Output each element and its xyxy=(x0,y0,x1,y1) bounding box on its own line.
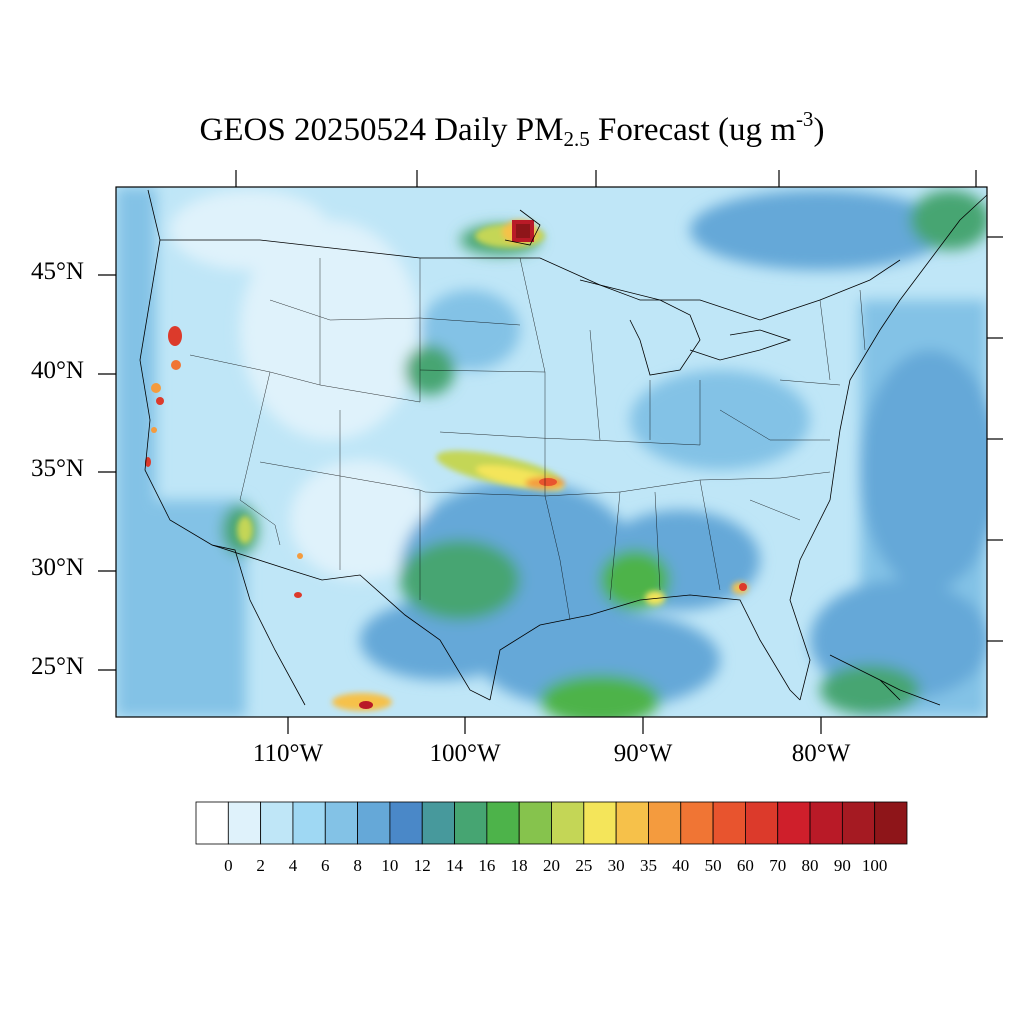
colorbar-label: 12 xyxy=(413,856,431,875)
colorbar-label: 80 xyxy=(801,856,819,875)
left-ticks xyxy=(98,274,116,671)
map-frame xyxy=(115,186,988,718)
lon-label-90w: 90°W xyxy=(613,740,673,767)
right-ticks xyxy=(987,236,1003,642)
colorbar-swatch xyxy=(777,801,811,845)
colorbar-swatch xyxy=(324,801,358,845)
colorbar-swatch xyxy=(648,801,682,845)
colorbar-swatch xyxy=(454,801,488,845)
lat-label-35: 35°N xyxy=(30,455,84,482)
colorbar-swatch xyxy=(292,801,326,845)
colorbar-swatch xyxy=(583,801,617,845)
colorbar-label: 35 xyxy=(639,856,657,875)
colorbar-swatch xyxy=(551,801,585,845)
colorbar-label: 25 xyxy=(575,856,593,875)
title-close: ) xyxy=(813,112,825,148)
colorbar-swatch xyxy=(615,801,649,845)
colorbar-label: 2 xyxy=(256,856,265,875)
lat-label-40: 40°N xyxy=(30,357,84,384)
colorbar-swatch xyxy=(227,801,262,845)
colorbar-swatch xyxy=(357,801,391,845)
map-title: GEOS 20250524 Daily PM2.5 Forecast (ug m… xyxy=(0,109,1024,151)
title-tail: Forecast (ug m xyxy=(589,112,796,148)
colorbar-swatch xyxy=(486,801,520,845)
pm25-field xyxy=(116,187,987,717)
colorbar-label: 6 xyxy=(321,856,330,875)
lon-label-110w: 110°W xyxy=(252,740,324,767)
lat-label-25: 25°N xyxy=(30,653,84,680)
lat-label-45: 45°N xyxy=(30,258,84,285)
lon-label-80w: 80°W xyxy=(791,740,851,767)
colorbar-label: 14 xyxy=(446,856,464,875)
title-subscript: 2.5 xyxy=(563,127,590,151)
colorbar-swatch xyxy=(421,801,455,845)
lat-label-30: 30°N xyxy=(30,554,84,581)
bottom-ticks xyxy=(287,717,822,734)
colorbar-label: 20 xyxy=(543,856,560,875)
colorbar-swatch xyxy=(195,801,229,845)
colorbar-label: 70 xyxy=(769,856,787,875)
colorbar-label: 8 xyxy=(353,856,362,875)
colorbar-label: 18 xyxy=(510,856,528,875)
colorbar-swatch xyxy=(809,801,843,845)
colorbar-label: 40 xyxy=(672,856,690,875)
colorbar-swatch xyxy=(841,801,876,845)
colorbar-label: 16 xyxy=(478,856,496,875)
colorbar-swatch xyxy=(389,801,423,845)
colorbar-swatch xyxy=(518,801,552,845)
lon-label-100w: 100°W xyxy=(429,740,501,767)
colorbar-label: 10 xyxy=(381,856,399,875)
colorbar-swatch xyxy=(874,801,908,845)
colorbar-label: 0 xyxy=(224,856,233,875)
colorbar-label: 60 xyxy=(736,856,754,875)
colorbar-label: 4 xyxy=(288,856,298,875)
title-superscript: -3 xyxy=(795,107,814,131)
colorbar-swatch xyxy=(712,801,746,845)
colorbar-label: 30 xyxy=(607,856,625,875)
colorbar-label: 100 xyxy=(861,856,888,875)
colorbar-label: 90 xyxy=(833,856,851,875)
colorbar-swatch xyxy=(680,801,714,845)
colorbar-swatch xyxy=(745,801,779,845)
colorbar-label: 50 xyxy=(704,856,722,875)
title-main: GEOS 20250524 Daily PM xyxy=(199,112,564,148)
colorbar-swatch xyxy=(260,801,294,845)
top-ticks xyxy=(235,170,977,187)
